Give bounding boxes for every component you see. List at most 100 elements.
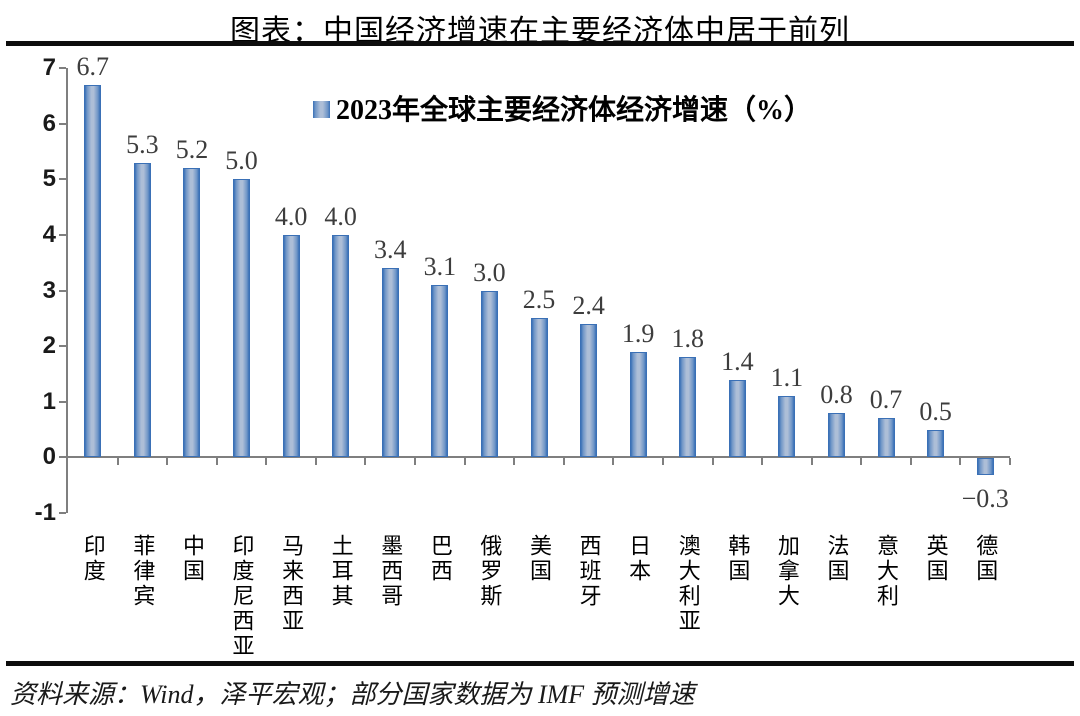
bar-澳大利亚 (679, 357, 697, 458)
category-label-马来西亚: 马来西亚 (279, 534, 305, 634)
bar-印度 (84, 84, 102, 458)
category-label-中国: 中国 (179, 534, 205, 584)
bar-value-label: 5.3 (126, 129, 159, 159)
category-label-法国: 法国 (824, 534, 850, 584)
category-label-意大利: 意大利 (874, 534, 900, 609)
bar-value-label: 3.4 (374, 235, 407, 265)
category-label-加拿大: 加拿大 (774, 534, 800, 609)
bar-value-label: −0.3 (961, 484, 1009, 514)
y-axis-tick (59, 400, 66, 403)
bar-value-label: 1.4 (721, 346, 754, 376)
x-axis-tick (761, 458, 764, 466)
bar-value-label: 2.4 (572, 290, 605, 320)
bar-美国 (530, 318, 548, 458)
bar-value-label: 3.1 (423, 251, 457, 281)
x-axis-tick (513, 458, 516, 466)
bar-value-label: 6.7 (76, 51, 110, 81)
bar-value-label: 0.8 (820, 379, 853, 409)
y-axis-tick-label: 5 (42, 165, 56, 193)
y-axis-line (66, 68, 68, 513)
bottom-divider (6, 661, 1074, 666)
y-axis-tick-label: 7 (42, 54, 56, 81)
x-axis-tick (414, 458, 417, 466)
bar-俄罗斯 (480, 290, 498, 458)
x-axis-tick (711, 458, 714, 466)
x-axis-tick (215, 458, 218, 466)
x-axis-tick (265, 458, 268, 466)
x-axis-line (66, 456, 1010, 459)
legend-label: 2023年全球主要经济体经济增速（%） (336, 95, 813, 126)
bar-加拿大 (778, 396, 796, 458)
x-axis-tick (166, 458, 169, 466)
bar-马来西亚 (282, 234, 300, 458)
bar-value-label: 4.0 (324, 201, 357, 231)
bar-value-label: 0.7 (869, 385, 903, 415)
x-axis-tick (860, 458, 863, 466)
bar-巴西 (431, 284, 449, 458)
y-axis-tick-label: 2 (42, 332, 56, 360)
category-label-英国: 英国 (923, 534, 949, 584)
category-label-印度: 印度 (80, 534, 106, 584)
bar-法国 (827, 412, 845, 458)
y-axis-tick-label: 1 (42, 387, 56, 415)
bar-土耳其 (332, 234, 350, 458)
category-label-德国: 德国 (973, 534, 999, 584)
bar-中国 (183, 168, 201, 458)
y-axis-tick (59, 289, 66, 292)
category-label-美国: 美国 (527, 534, 552, 584)
bar-value-label: 1.1 (770, 363, 804, 393)
x-axis-tick (364, 458, 367, 466)
legend-swatch-icon (313, 100, 330, 118)
y-axis-tick (59, 233, 66, 236)
y-axis-tick (59, 512, 66, 514)
bar-菲律宾 (133, 162, 151, 458)
bar-英国 (927, 429, 945, 458)
x-axis-tick (1009, 458, 1011, 466)
y-axis-tick (59, 122, 66, 125)
y-axis-tick (59, 178, 66, 181)
bar-value-label: 5.2 (175, 135, 209, 165)
x-axis-tick (810, 458, 813, 466)
category-label-俄罗斯: 俄罗斯 (477, 534, 503, 609)
y-axis-tick-label: 4 (42, 220, 56, 248)
x-axis-tick (463, 458, 466, 466)
y-axis-tick-label: 3 (42, 276, 56, 304)
y-axis-tick (59, 456, 66, 459)
category-label-巴西: 巴西 (427, 534, 453, 584)
x-axis-tick (909, 458, 912, 466)
bar-value-label: 1.9 (621, 318, 655, 348)
bar-value-label: 4.0 (274, 201, 308, 231)
x-axis-tick (562, 458, 565, 466)
bar-韩国 (728, 379, 746, 458)
bar-西班牙 (580, 323, 598, 458)
bar-value-label: 2.5 (522, 285, 556, 315)
bar-value-label: 0.5 (919, 396, 952, 426)
y-axis-tick (59, 345, 66, 348)
category-label-墨西哥: 墨西哥 (378, 534, 404, 609)
x-axis-tick (116, 458, 119, 466)
x-axis-tick (612, 458, 615, 466)
category-label-土耳其: 土耳其 (328, 534, 354, 609)
x-axis-tick (661, 458, 664, 466)
y-axis-tick (59, 67, 66, 69)
bar-印度尼西亚 (233, 179, 251, 458)
y-axis-tick-label: 6 (42, 109, 56, 137)
category-label-菲律宾: 菲律宾 (130, 534, 156, 609)
y-axis-tick-label: -1 (34, 499, 56, 526)
bar-value-label: 1.8 (671, 324, 704, 354)
top-divider (6, 41, 1074, 46)
bar-墨西哥 (381, 268, 399, 458)
y-axis-tick-label: 0 (42, 443, 56, 471)
category-label-印度尼西亚: 印度尼西亚 (229, 534, 255, 659)
category-label-澳大利亚: 澳大利亚 (675, 534, 701, 634)
bar-日本 (629, 351, 647, 458)
x-axis-tick (959, 458, 962, 466)
chart-legend: 2023年全球主要经济体经济增速（%） (313, 88, 812, 128)
bar-意大利 (877, 418, 895, 458)
source-note: 资料来源：Wind，泽平宏观；部分国家数据为 IMF 预测增速 (10, 680, 695, 709)
category-label-日本: 日本 (626, 534, 652, 584)
bar-德国 (976, 458, 994, 476)
x-axis-tick (314, 458, 317, 466)
bar-value-label: 5.0 (225, 146, 258, 176)
